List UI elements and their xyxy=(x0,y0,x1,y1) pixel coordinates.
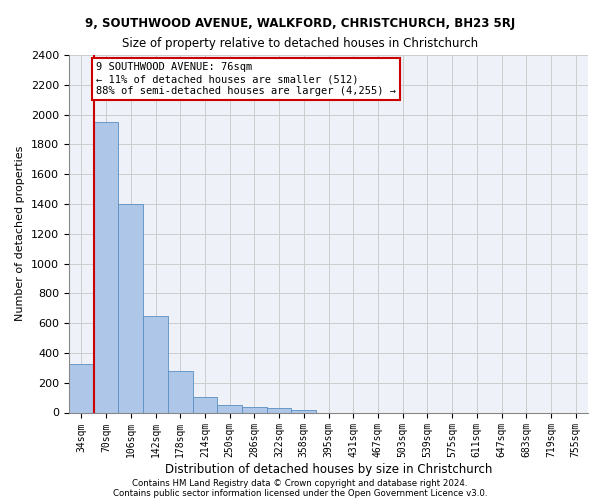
Text: Contains public sector information licensed under the Open Government Licence v3: Contains public sector information licen… xyxy=(113,488,487,498)
Bar xyxy=(217,405,242,412)
Text: Size of property relative to detached houses in Christchurch: Size of property relative to detached ho… xyxy=(122,38,478,51)
Bar xyxy=(267,408,292,412)
Text: 9 SOUTHWOOD AVENUE: 76sqm
← 11% of detached houses are smaller (512)
88% of semi: 9 SOUTHWOOD AVENUE: 76sqm ← 11% of detac… xyxy=(96,62,396,96)
Bar xyxy=(242,406,267,412)
X-axis label: Distribution of detached houses by size in Christchurch: Distribution of detached houses by size … xyxy=(165,463,492,476)
Bar xyxy=(168,371,193,412)
Bar xyxy=(94,122,118,412)
Y-axis label: Number of detached properties: Number of detached properties xyxy=(16,146,25,322)
Bar xyxy=(292,410,316,412)
Text: 9, SOUTHWOOD AVENUE, WALKFORD, CHRISTCHURCH, BH23 5RJ: 9, SOUTHWOOD AVENUE, WALKFORD, CHRISTCHU… xyxy=(85,18,515,30)
Bar xyxy=(69,364,94,412)
Bar xyxy=(118,204,143,412)
Bar xyxy=(143,316,168,412)
Text: Contains HM Land Registry data © Crown copyright and database right 2024.: Contains HM Land Registry data © Crown c… xyxy=(132,478,468,488)
Bar xyxy=(193,397,217,412)
